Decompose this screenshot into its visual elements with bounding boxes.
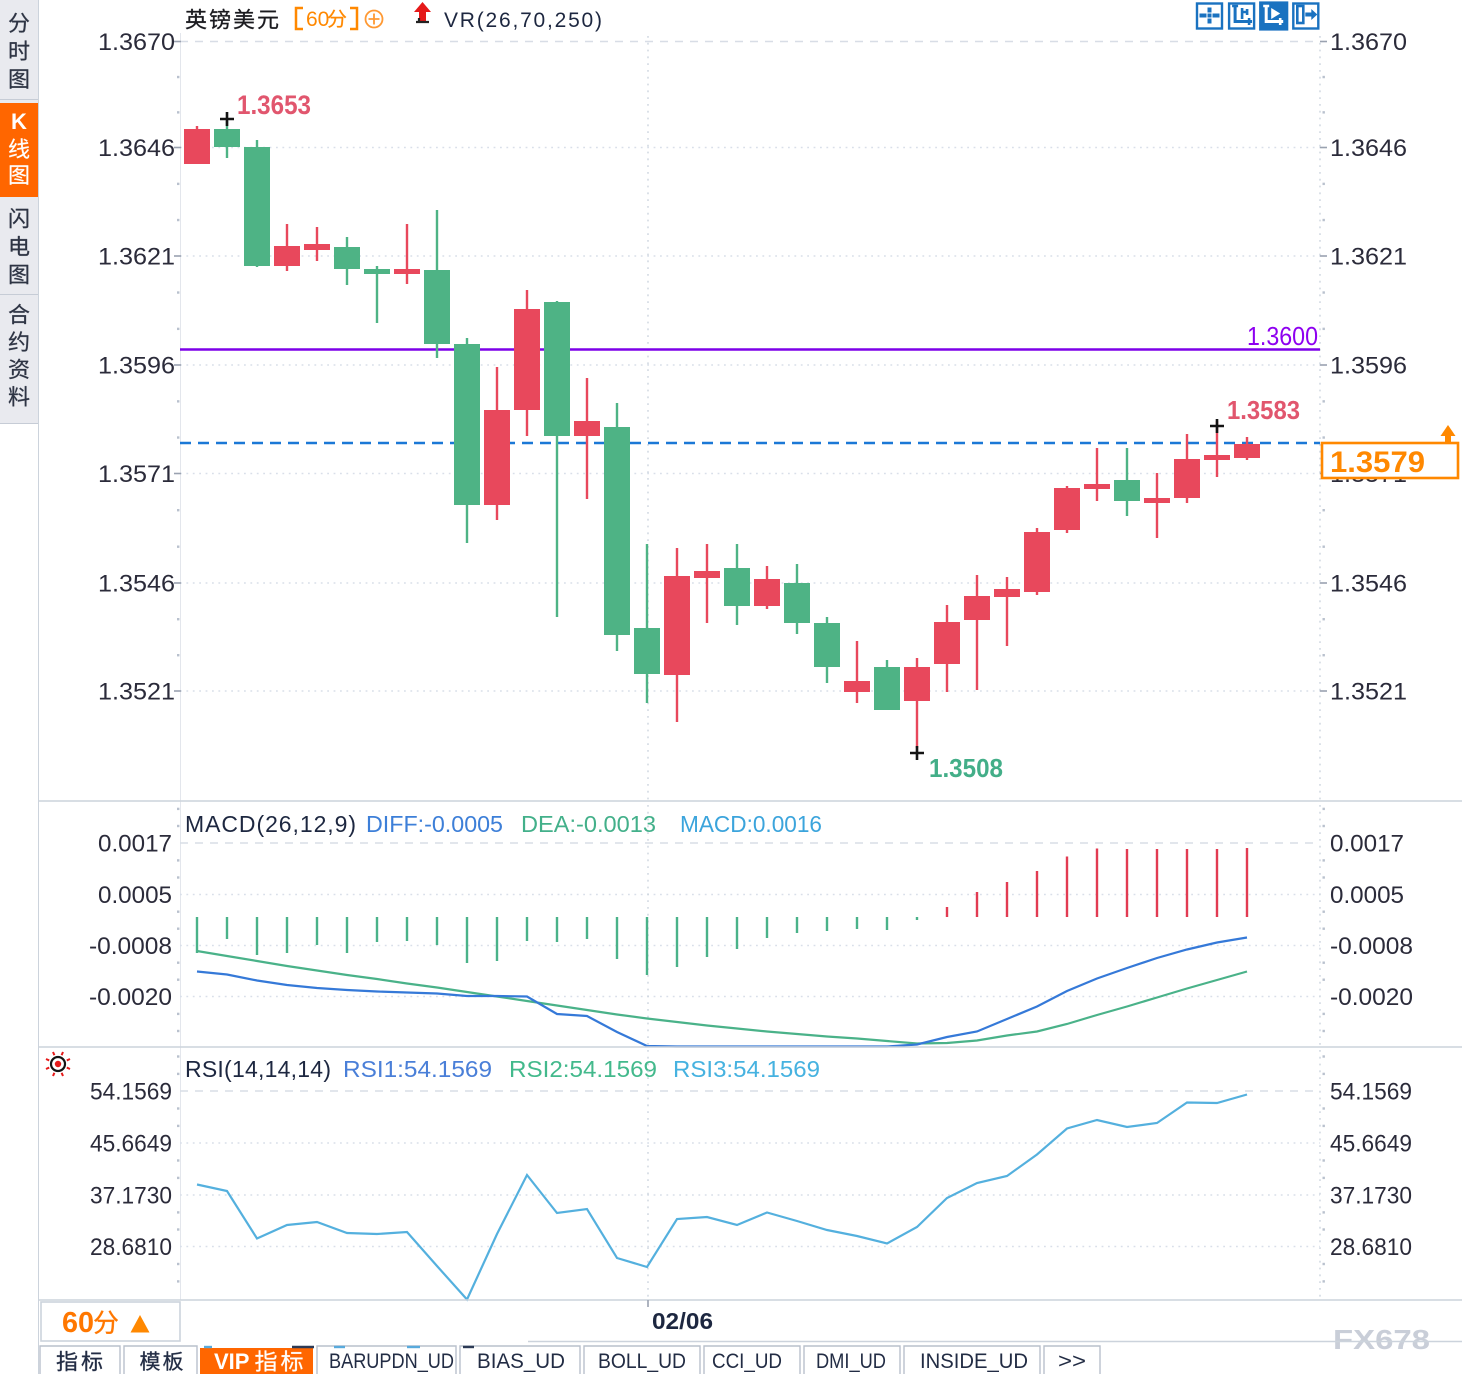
svg-text:1.3583: 1.3583 (1227, 395, 1300, 425)
svg-text:1.3521: 1.3521 (98, 679, 175, 706)
svg-text:1.3508: 1.3508 (929, 753, 1003, 783)
svg-text:MACD(26,12,9): MACD(26,12,9) (185, 811, 356, 837)
svg-text:1.3579: 1.3579 (1330, 446, 1425, 479)
svg-text:MACD:0.0016: MACD:0.0016 (680, 811, 822, 837)
svg-text:0.0017: 0.0017 (1330, 831, 1404, 858)
svg-text:FX678: FX678 (1333, 1324, 1430, 1355)
svg-text:1.3653: 1.3653 (237, 90, 311, 120)
svg-text:1.3646: 1.3646 (1330, 135, 1407, 162)
svg-text:BIAS_UD: BIAS_UD (477, 1350, 565, 1373)
svg-text:DIFF:-0.0005: DIFF:-0.0005 (366, 811, 503, 837)
svg-text:0.0005: 0.0005 (1330, 882, 1404, 909)
svg-text:-0.0008: -0.0008 (1330, 933, 1413, 960)
svg-text:60: 60 (62, 1307, 94, 1339)
svg-text:54.1569: 54.1569 (1330, 1079, 1412, 1106)
svg-text:1.3546: 1.3546 (1330, 571, 1407, 598)
svg-text:VIP: VIP (214, 1349, 249, 1374)
svg-text:CCI_UD: CCI_UD (712, 1350, 782, 1373)
svg-text:02/06: 02/06 (652, 1308, 713, 1334)
svg-text:-0.0008: -0.0008 (89, 933, 172, 960)
svg-text:0.0005: 0.0005 (98, 882, 172, 909)
svg-text:VR(26,70,250): VR(26,70,250) (444, 9, 602, 32)
svg-text:RSI1:54.1569: RSI1:54.1569 (343, 1056, 492, 1082)
svg-text:DMI_UD: DMI_UD (816, 1350, 886, 1373)
svg-text:45.6649: 45.6649 (1330, 1131, 1412, 1158)
svg-text:37.1730: 37.1730 (90, 1183, 172, 1210)
svg-text:INSIDE_UD: INSIDE_UD (920, 1350, 1028, 1373)
svg-text:1.3600: 1.3600 (1247, 321, 1318, 351)
svg-text:K: K (11, 109, 27, 134)
svg-text:54.1569: 54.1569 (90, 1079, 172, 1106)
svg-text:0.0017: 0.0017 (98, 831, 172, 858)
svg-text:37.1730: 37.1730 (1330, 1183, 1412, 1210)
svg-text:RSI(14,14,14): RSI(14,14,14) (185, 1056, 331, 1082)
svg-text:1.3621: 1.3621 (1330, 244, 1407, 271)
svg-text:BARUPDN_UD: BARUPDN_UD (329, 1350, 454, 1373)
svg-text:1.3571: 1.3571 (98, 461, 175, 488)
svg-text:1.3546: 1.3546 (98, 571, 175, 598)
svg-text:BOLL_UD: BOLL_UD (598, 1350, 686, 1373)
svg-text:>>: >> (1058, 1350, 1086, 1373)
svg-text:1.3670: 1.3670 (1330, 29, 1407, 56)
svg-text:1.3646: 1.3646 (98, 135, 175, 162)
svg-text:RSI2:54.1569: RSI2:54.1569 (509, 1056, 657, 1082)
svg-text:DEA:-0.0013: DEA:-0.0013 (521, 811, 656, 837)
svg-text:1.3521: 1.3521 (1330, 679, 1407, 706)
svg-text:45.6649: 45.6649 (90, 1131, 172, 1158)
svg-text:1.3621: 1.3621 (98, 244, 175, 271)
svg-text:-0.0020: -0.0020 (1330, 984, 1413, 1011)
svg-text:1.3596: 1.3596 (1330, 353, 1407, 380)
svg-text:1.3596: 1.3596 (98, 353, 175, 380)
svg-text:RSI3:54.1569: RSI3:54.1569 (673, 1056, 820, 1082)
svg-text:60: 60 (306, 8, 329, 31)
svg-text:28.6810: 28.6810 (90, 1234, 172, 1261)
svg-text:1.3670: 1.3670 (98, 29, 175, 56)
svg-text:-0.0020: -0.0020 (89, 984, 172, 1011)
svg-text:28.6810: 28.6810 (1330, 1234, 1412, 1261)
